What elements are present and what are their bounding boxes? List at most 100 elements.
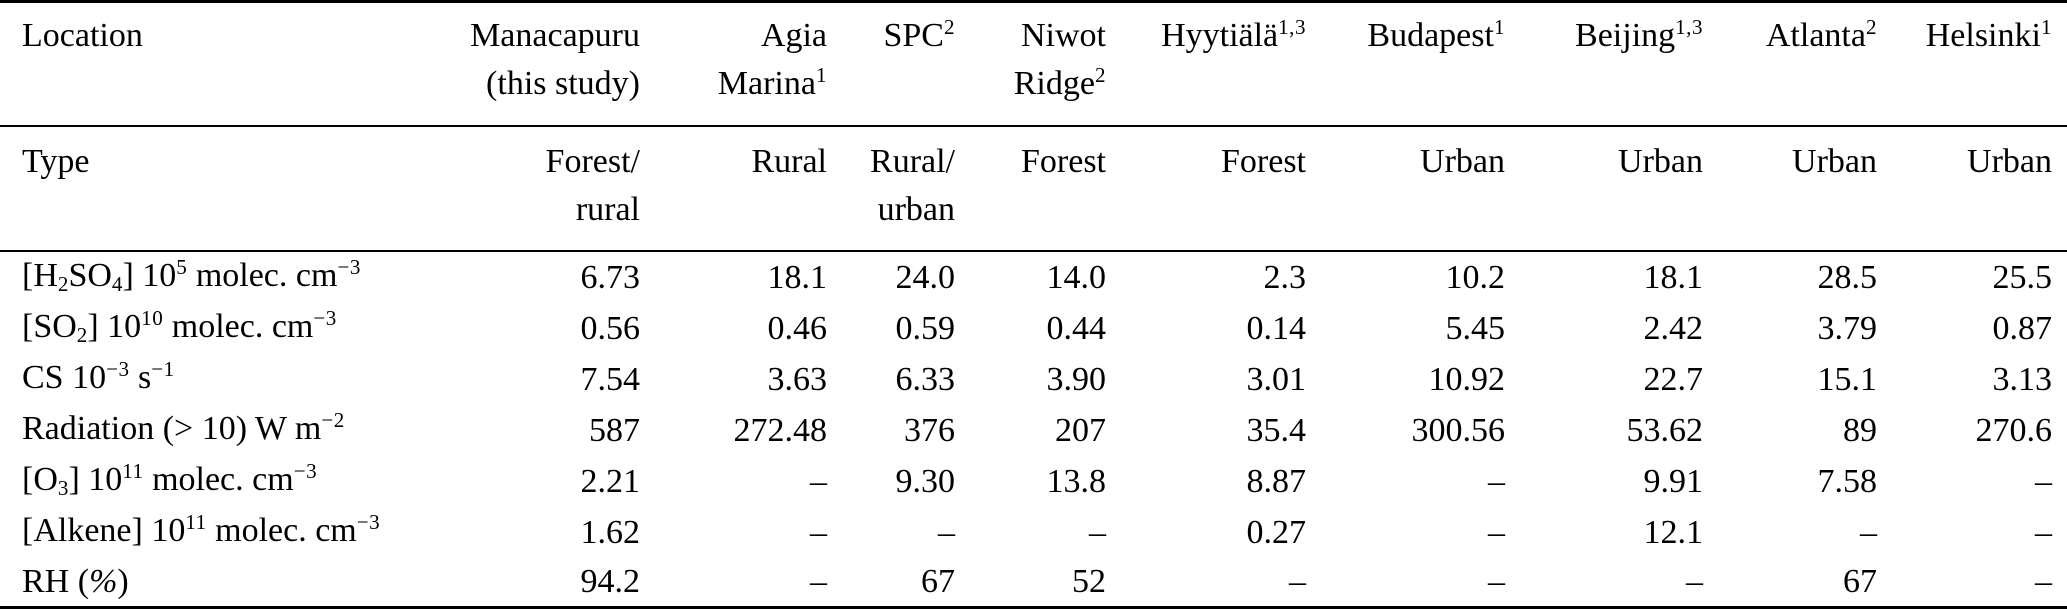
- data-cell: 67: [921, 563, 955, 600]
- type-cell-line: Urban: [1618, 143, 1703, 180]
- row-label-rh: RH (%): [0, 558, 460, 608]
- col-header-niwot-ridge: Niwot Ridge2: [955, 1, 1106, 127]
- row-label-o3: [O3] 1011 molec. cm−3: [0, 456, 460, 507]
- data-cell: 207: [1055, 411, 1106, 449]
- data-cell: 0.14: [1246, 309, 1307, 347]
- data-cell: 0.87: [1992, 309, 2053, 347]
- footnote-marker: 2: [1094, 63, 1106, 88]
- label-text: molec. cm: [143, 461, 294, 498]
- data-cell: –: [810, 513, 827, 551]
- data-cell: 35.4: [1246, 411, 1307, 449]
- data-cell: –: [1488, 563, 1505, 600]
- label-text: ] 10: [68, 461, 123, 498]
- label-text: molec. cm: [163, 308, 314, 345]
- data-cell: 12.1: [1643, 513, 1704, 551]
- row-label-alkene: [Alkene] 1011 molec. cm−3: [0, 507, 460, 558]
- data-cell: 3.79: [1817, 309, 1878, 347]
- data-cell: 2.42: [1643, 309, 1704, 347]
- col-header-line: Niwot: [1021, 17, 1106, 54]
- data-cell: 15.1: [1817, 360, 1878, 398]
- data-cell: 3.63: [767, 360, 828, 398]
- row-label-h2so4: [H2SO4] 105 molec. cm−3: [0, 251, 460, 303]
- data-cell: 3.90: [1046, 360, 1107, 398]
- col-header-line: (this study): [486, 65, 640, 102]
- subscript: 2: [57, 271, 69, 296]
- data-cell: –: [2035, 513, 2052, 551]
- col-header-manacapuru: Manacapuru (this study): [460, 1, 640, 127]
- data-cell: 6.33: [895, 360, 956, 398]
- data-cell: 89: [1843, 411, 1877, 449]
- type-cell: Urban: [1703, 126, 1877, 252]
- superscript: 5: [176, 255, 188, 280]
- label-text: Radiation (> 10) W m: [22, 410, 322, 447]
- type-cell: Forest: [1106, 126, 1306, 252]
- data-cell: 67: [1843, 563, 1877, 600]
- data-cell: 7.54: [580, 360, 641, 398]
- type-cell-line: urban: [877, 191, 955, 228]
- type-row: Type Forest/rural Rural Rural/urban Forest F…: [0, 126, 2067, 252]
- label-text: RH (: [22, 563, 90, 600]
- superscript: −3: [337, 255, 361, 280]
- data-cell: 0.44: [1046, 309, 1107, 347]
- table-row-so2: [SO2] 1010 molec. cm−3 0.56 0.46 0.59 0.44 0.…: [0, 303, 2067, 354]
- col-header-atlanta: Atlanta2: [1703, 1, 1877, 127]
- data-cell: 9.91: [1643, 462, 1704, 500]
- data-cell: –: [1488, 513, 1505, 551]
- data-cell: 0.46: [767, 309, 828, 347]
- data-cell: 25.5: [1992, 258, 2053, 296]
- type-cell: Urban: [1306, 126, 1505, 252]
- data-cell: 10.2: [1445, 258, 1506, 296]
- label-text: molec. cm: [187, 257, 338, 294]
- footnote-marker: 1,3: [1278, 15, 1306, 40]
- data-cell: 5.45: [1445, 309, 1506, 347]
- type-cell-line: Urban: [1420, 143, 1505, 180]
- type-cell-line: Forest: [1021, 143, 1106, 180]
- data-cell: –: [810, 563, 827, 600]
- subscript: 3: [57, 475, 69, 500]
- label-text: ] 10: [122, 257, 177, 294]
- col-header-line: Manacapuru: [470, 17, 640, 54]
- row-label-so2: [SO2] 1010 molec. cm−3: [0, 303, 460, 354]
- data-cell: 272.48: [733, 411, 828, 449]
- footnote-marker: 1,3: [1675, 15, 1703, 40]
- label-text: [SO: [22, 308, 77, 345]
- data-cell: 53.62: [1626, 411, 1704, 449]
- type-cell: Rural: [640, 126, 827, 252]
- col-header-helsinki: Helsinki1: [1877, 1, 2067, 127]
- type-cell-line: Rural/: [870, 143, 955, 180]
- label-text: [O: [22, 461, 58, 498]
- data-cell: –: [938, 513, 955, 551]
- type-cell: Forest/rural: [460, 126, 640, 252]
- data-cell: 22.7: [1643, 360, 1704, 398]
- label-text: [H: [22, 257, 58, 294]
- data-cell: 28.5: [1817, 258, 1878, 296]
- col-header-location: Location: [0, 1, 460, 127]
- superscript: −1: [151, 357, 175, 382]
- col-header-line: Helsinki1: [1925, 15, 2052, 54]
- label-text: SO: [68, 257, 112, 294]
- data-cell: 587: [589, 411, 640, 449]
- data-cell: 376: [904, 411, 955, 449]
- table-row-o3: [O3] 1011 molec. cm−3 2.21 – 9.30 13.8 8.87 – 9…: [0, 456, 2067, 507]
- data-cell: –: [1289, 563, 1306, 600]
- data-cell: 3.13: [1992, 360, 2053, 398]
- superscript: −3: [356, 510, 381, 535]
- col-header-beijing: Beijing1,3: [1505, 1, 1703, 127]
- data-cell: 18.1: [1643, 258, 1704, 296]
- footnote-marker: 1: [2040, 15, 2052, 40]
- label-text: [Alkene] 10: [22, 512, 186, 549]
- data-cell: –: [810, 462, 827, 500]
- data-cell: 0.56: [580, 309, 641, 347]
- subscript: 2: [76, 322, 88, 347]
- header-row: Location Manacapuru (this study) Agia Marin…: [0, 1, 2067, 127]
- data-cell: 10.92: [1428, 360, 1506, 398]
- type-cell: Rural/urban: [827, 126, 955, 252]
- type-cell: Urban: [1505, 126, 1703, 252]
- label-text: ] 10: [87, 308, 142, 345]
- superscript: 10: [141, 306, 164, 331]
- data-cell: 14.0: [1046, 258, 1107, 296]
- table-row-alkene: [Alkene] 1011 molec. cm−3 1.62 – – – 0.27 – 12.…: [0, 507, 2067, 558]
- col-header-line: SPC2: [883, 15, 955, 54]
